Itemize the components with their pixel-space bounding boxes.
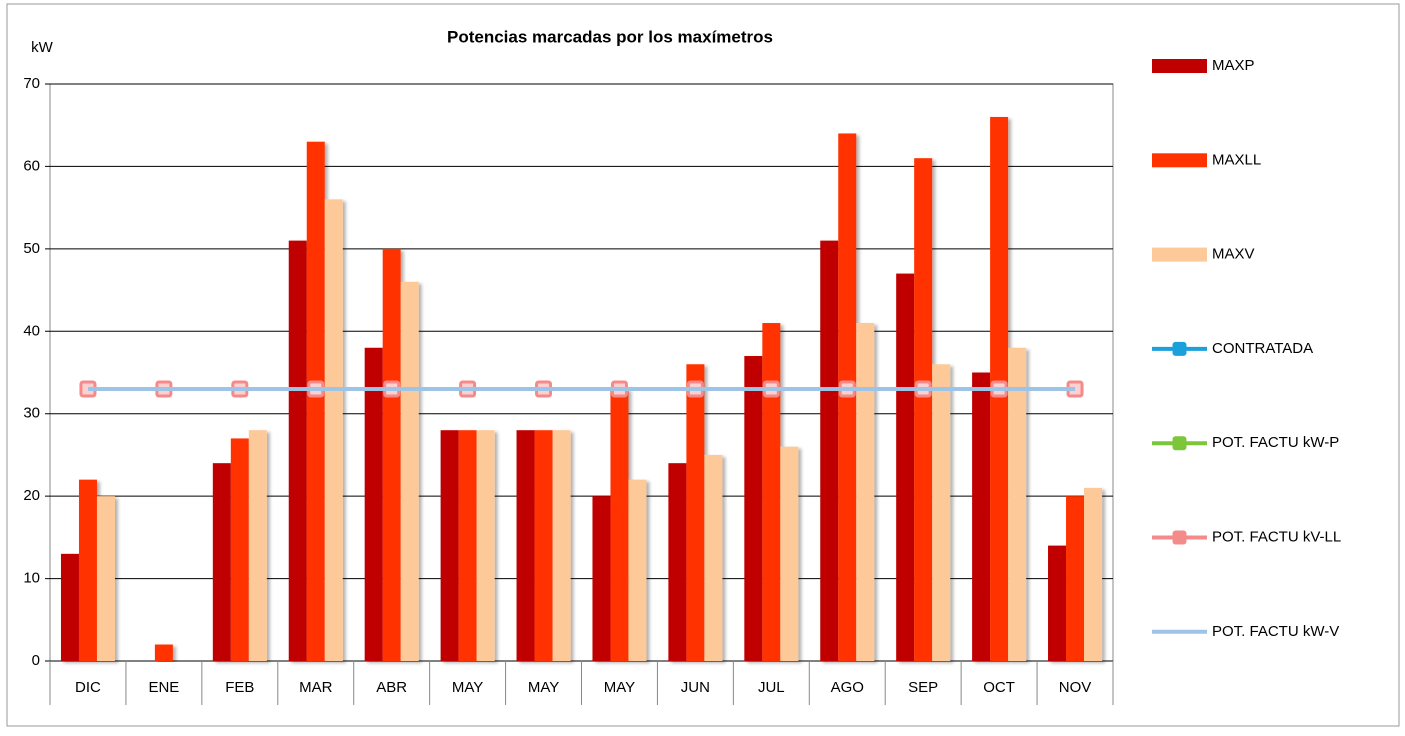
bar [704,454,723,661]
x-tick-label: JUN [681,679,710,696]
bar [400,281,419,661]
x-tick-label: MAY [452,679,483,696]
x-tick-label: MAY [604,679,635,696]
legend-label: MAXP [1212,57,1255,74]
legend-label: MAXLL [1212,151,1261,168]
bar [1048,545,1067,661]
x-tick-label: OCT [983,679,1015,696]
bar [306,141,325,661]
y-tick-label: 10 [23,570,40,587]
bar [856,323,875,661]
bar [668,463,687,661]
legend-marker [1172,530,1187,545]
legend-swatch [1152,153,1207,168]
legend-swatch [1152,59,1207,73]
bar [534,430,553,661]
legend-marker [1172,436,1187,451]
bar [610,388,629,661]
y-tick-label: 50 [23,240,40,257]
bar [762,323,781,661]
bar [364,347,383,661]
bar [96,496,115,661]
y-tick-label: 70 [23,75,40,92]
legend-label: POT. FACTU kV-LL [1212,528,1341,545]
bar [1008,347,1027,661]
bar [744,356,763,661]
bar [820,240,839,661]
bar [628,479,647,661]
bar [780,446,799,661]
bar [288,240,307,661]
bar [932,364,951,661]
y-tick-label: 40 [23,322,40,339]
legend-label: POT. FACTU kW-V [1212,623,1339,640]
y-axis-label: kW [31,39,54,56]
y-tick-label: 60 [23,157,40,174]
bar [440,430,459,661]
y-tick-label: 0 [32,652,40,669]
x-tick-label: MAY [528,679,559,696]
bar [324,199,343,661]
x-tick-label: MAR [299,679,333,696]
legend-marker [1172,341,1187,356]
x-tick-label: JUL [758,679,785,696]
bar [1066,496,1085,661]
bar [516,430,535,661]
bar [476,430,495,661]
legend-swatch [1152,247,1207,262]
bar [78,479,97,661]
x-tick-label: SEP [908,679,938,696]
x-tick-label: DIC [75,679,101,696]
bar [248,430,267,661]
x-tick-label: AGO [831,679,864,696]
bar [382,248,401,661]
x-tick-label: ENE [148,679,179,696]
y-tick-label: 30 [23,405,40,422]
bar [154,644,173,661]
x-tick-label: ABR [376,679,407,696]
bar [896,273,915,661]
legend-label: MAXV [1212,246,1255,263]
x-tick-label: NOV [1059,679,1092,696]
chart-title: Potencias marcadas por los maxímetros [447,27,773,46]
legend-label: POT. FACTU kW-P [1212,434,1339,451]
bar [230,438,249,661]
bar [914,158,933,661]
bar [686,364,705,661]
bar [972,372,991,661]
legend-label: CONTRATADA [1212,340,1313,357]
bar [1084,487,1103,661]
bar [458,430,477,661]
bar [552,430,571,661]
bar [60,553,79,661]
y-tick-label: 20 [23,487,40,504]
bar [212,463,231,661]
bar [592,496,611,661]
x-tick-label: FEB [225,679,254,696]
